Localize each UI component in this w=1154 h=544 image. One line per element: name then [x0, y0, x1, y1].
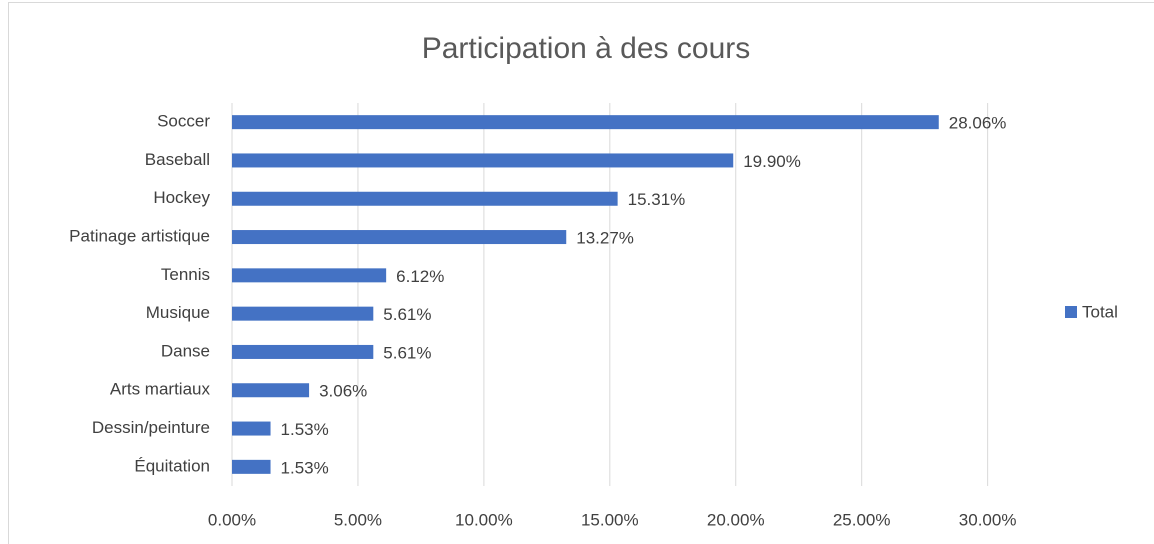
data-label: 15.31%: [628, 190, 686, 209]
x-tick-label: 25.00%: [833, 510, 891, 529]
data-label: 3.06%: [319, 382, 367, 401]
y-tick-label: Musique: [146, 303, 210, 322]
bar: [232, 383, 310, 398]
data-label: 5.61%: [383, 343, 431, 362]
bar: [232, 268, 387, 283]
y-tick-label: Dessin/peinture: [92, 418, 210, 437]
bar: [232, 421, 271, 436]
legend-swatch: [1065, 306, 1077, 318]
y-tick-label: Patinage artistique: [69, 227, 210, 246]
x-tick-label: 15.00%: [581, 510, 639, 529]
x-tick-label: 30.00%: [959, 510, 1017, 529]
bar: [232, 115, 939, 130]
bar: [232, 344, 374, 359]
data-label: 19.90%: [743, 152, 801, 171]
chart-frame: [8, 2, 1154, 544]
bar: [232, 306, 374, 321]
bar: [232, 153, 734, 168]
x-tick-label: 5.00%: [334, 510, 382, 529]
y-tick-label: Tennis: [161, 265, 210, 284]
y-tick-label: Danse: [161, 341, 210, 360]
x-tick-label: 10.00%: [455, 510, 513, 529]
y-tick-label: Équitation: [134, 456, 210, 475]
y-tick-label: Hockey: [153, 188, 210, 207]
data-label: 13.27%: [576, 229, 634, 248]
data-label: 5.61%: [383, 305, 431, 324]
data-label: 28.06%: [949, 114, 1007, 133]
x-tick-label: 0.00%: [208, 510, 256, 529]
data-label: 1.53%: [281, 458, 329, 477]
y-tick-label: Baseball: [145, 150, 210, 169]
chart-title: Participation à des cours: [422, 32, 751, 65]
y-tick-label: Soccer: [157, 112, 210, 131]
bar: [232, 191, 618, 206]
data-label: 6.12%: [396, 267, 444, 286]
bar: [232, 459, 271, 474]
legend-label: Total: [1082, 302, 1118, 321]
y-tick-label: Arts martiaux: [110, 380, 211, 399]
data-label: 1.53%: [281, 420, 329, 439]
x-tick-label: 20.00%: [707, 510, 765, 529]
bar: [232, 230, 567, 245]
